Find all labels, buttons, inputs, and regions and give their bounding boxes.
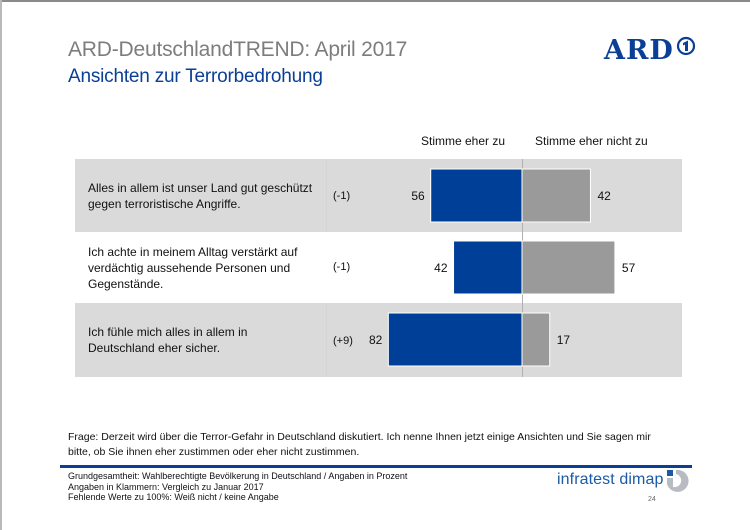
slide-title: ARD-DeutschlandTREND: April 2017 bbox=[68, 38, 408, 61]
statement-line: Gegenstände. bbox=[88, 277, 164, 291]
results-table: Alles in allem ist unser Land gut geschü… bbox=[75, 159, 682, 377]
statement-line: Ich achte in meinem Alltag verstärkt auf bbox=[88, 245, 298, 259]
change-value: (-1) bbox=[333, 190, 351, 202]
table-row: Ich achte in meinem Alltag verstärkt auf… bbox=[75, 232, 682, 303]
statement-line: gegen terroristische Angriffe. bbox=[88, 197, 241, 211]
note-line: Grundgesamtheit: Wahlberechtigte Bevölke… bbox=[68, 471, 408, 481]
question-line: bitte, ob Sie ihnen eher zustimmen oder … bbox=[68, 446, 360, 458]
table-row: Ich fühle mich alles in allem in Deutsch… bbox=[75, 303, 682, 377]
statement-text: Ich fühle mich alles in allem in Deutsch… bbox=[88, 324, 323, 356]
change-value: (+9) bbox=[333, 335, 353, 347]
infratest-dimap-brand: infratest dimap bbox=[557, 471, 664, 488]
note-line: Angaben in Klammern: Vergleich zu Januar… bbox=[68, 481, 264, 492]
change-value: (-1) bbox=[333, 261, 351, 273]
statement-line: Deutschland eher sicher. bbox=[88, 341, 221, 355]
slide-frame-left bbox=[0, 0, 2, 530]
statement-text: Ich achte in meinem Alltag verstärkt auf… bbox=[88, 244, 323, 292]
ard-one-icon bbox=[676, 36, 696, 56]
question-line: Frage: Derzeit wird über die Terror-Gefa… bbox=[68, 431, 651, 443]
page-number: 24 bbox=[648, 496, 656, 503]
footer-rule bbox=[60, 465, 692, 468]
statement-line: Alles in allem ist unser Land gut geschü… bbox=[88, 181, 313, 195]
methodology-notes: Grundgesamtheit: Wahlberechtigte Bevölke… bbox=[68, 471, 407, 503]
column-separator bbox=[326, 159, 327, 232]
legend-disagree: Stimme eher nicht zu bbox=[535, 134, 648, 148]
statement-line: verdächtig aussehende Personen und bbox=[88, 261, 291, 275]
survey-question: Frage: Derzeit wird über die Terror-Gefa… bbox=[68, 430, 708, 460]
legend-agree: Stimme eher zu bbox=[421, 134, 506, 148]
slide-frame-top bbox=[0, 0, 750, 2]
table-row: Alles in allem ist unser Land gut geschü… bbox=[75, 159, 682, 232]
column-separator bbox=[326, 303, 327, 377]
ard-logo-text: ARD bbox=[604, 35, 674, 66]
note-line: Fehlende Werte zu 100%: Weiß nicht / kei… bbox=[68, 492, 279, 502]
statement-line: Ich fühle mich alles in allem in bbox=[88, 325, 248, 339]
statement-text: Alles in allem ist unser Land gut geschü… bbox=[88, 180, 323, 212]
infratest-dimap-logo-icon bbox=[667, 469, 689, 492]
slide-subtitle: Ansichten zur Terrorbedrohung bbox=[68, 66, 323, 87]
zero-axis-line bbox=[522, 159, 523, 377]
